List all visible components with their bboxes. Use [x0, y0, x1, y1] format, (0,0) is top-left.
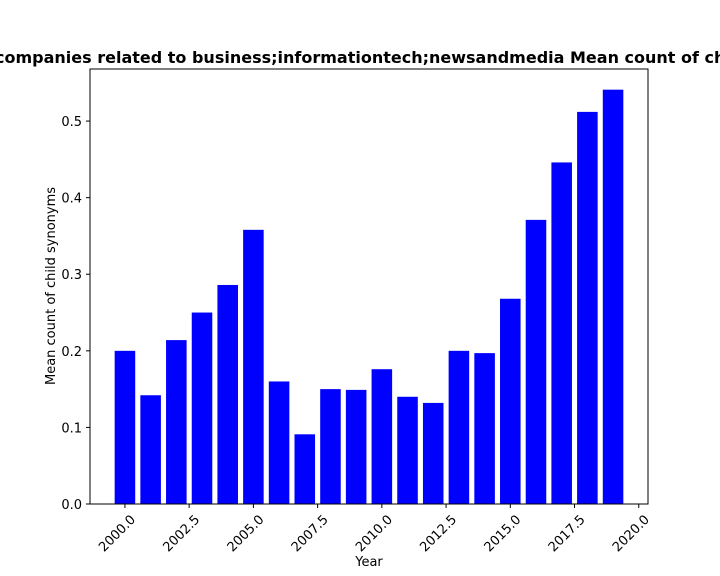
y-tick-label: 0.2 [61, 345, 82, 360]
bar-2015 [500, 298, 521, 504]
chart-title: Number of companies related to business;… [0, 48, 720, 67]
bar-2006 [268, 381, 290, 504]
bar-2012 [422, 402, 444, 504]
x-tick-label: 2005.0 [225, 512, 268, 555]
y-tick-label: 0.1 [61, 421, 82, 436]
bar-2009 [345, 389, 367, 504]
bar-2005 [243, 229, 264, 505]
x-tick-label: 2007.5 [289, 512, 332, 555]
y-axis: 0.0 0.1 0.2 0.3 0.4 0.5 [61, 115, 90, 513]
bar-2007 [294, 434, 316, 504]
y-axis-label: Mean count of child synonyms [44, 187, 59, 385]
bar-2019 [602, 89, 624, 504]
x-tick-label: 2020.0 [610, 512, 653, 555]
bar-2002 [166, 340, 187, 504]
bar-2017 [551, 162, 572, 504]
bar-2016 [525, 219, 547, 505]
y-tick-label: 0.5 [61, 115, 82, 130]
x-tick-label: 2002.5 [160, 512, 203, 555]
bar-2014 [474, 353, 495, 504]
x-axis-label: Year [354, 555, 383, 570]
bar-2003 [191, 312, 213, 504]
y-tick-label: 0.0 [61, 498, 82, 513]
y-tick-label: 0.4 [61, 192, 82, 207]
x-axis: 2000.0 2002.5 2005.0 2007.5 2010.0 2012.5 2015… [96, 504, 653, 555]
bar-2011 [397, 396, 418, 504]
bar-2018 [577, 111, 598, 504]
plot-frame [89, 68, 649, 505]
y-tick-label: 0.3 [61, 268, 82, 283]
bar-2010 [371, 369, 393, 504]
x-tick-label: 2012.5 [417, 512, 460, 555]
bar-2001 [140, 395, 161, 504]
bar-2000 [114, 350, 136, 504]
x-tick-label: 2015.0 [482, 512, 525, 555]
bar-2004 [217, 284, 238, 504]
x-tick-label: 2010.0 [353, 512, 396, 555]
bar-2008 [320, 389, 341, 504]
bars-group [114, 89, 624, 505]
x-tick-label: 2000.0 [96, 512, 139, 555]
bar-2013 [448, 350, 470, 504]
x-tick-label: 2017.5 [546, 512, 589, 555]
